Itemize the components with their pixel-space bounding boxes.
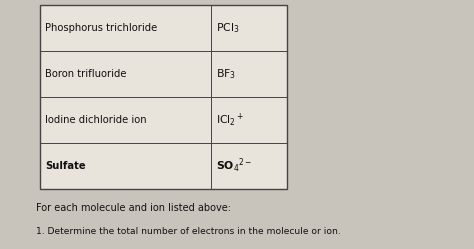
Text: Phosphorus trichloride: Phosphorus trichloride xyxy=(45,23,157,33)
Text: For each molecule and ion listed above:: For each molecule and ion listed above: xyxy=(36,203,230,213)
Text: PCl$_3$: PCl$_3$ xyxy=(216,21,239,35)
Text: Sulfate: Sulfate xyxy=(45,161,86,171)
Bar xyxy=(40,5,287,189)
Text: 1. Determine the total number of electrons in the molecule or ion.: 1. Determine the total number of electro… xyxy=(36,227,340,236)
Text: Iodine dichloride ion: Iodine dichloride ion xyxy=(45,115,146,125)
Text: BF$_3$: BF$_3$ xyxy=(216,67,236,81)
Text: SO$_4$$^{2-}$: SO$_4$$^{2-}$ xyxy=(216,157,252,175)
Text: Boron trifluoride: Boron trifluoride xyxy=(45,69,127,79)
Text: ICl$_2$$^+$: ICl$_2$$^+$ xyxy=(216,112,244,129)
